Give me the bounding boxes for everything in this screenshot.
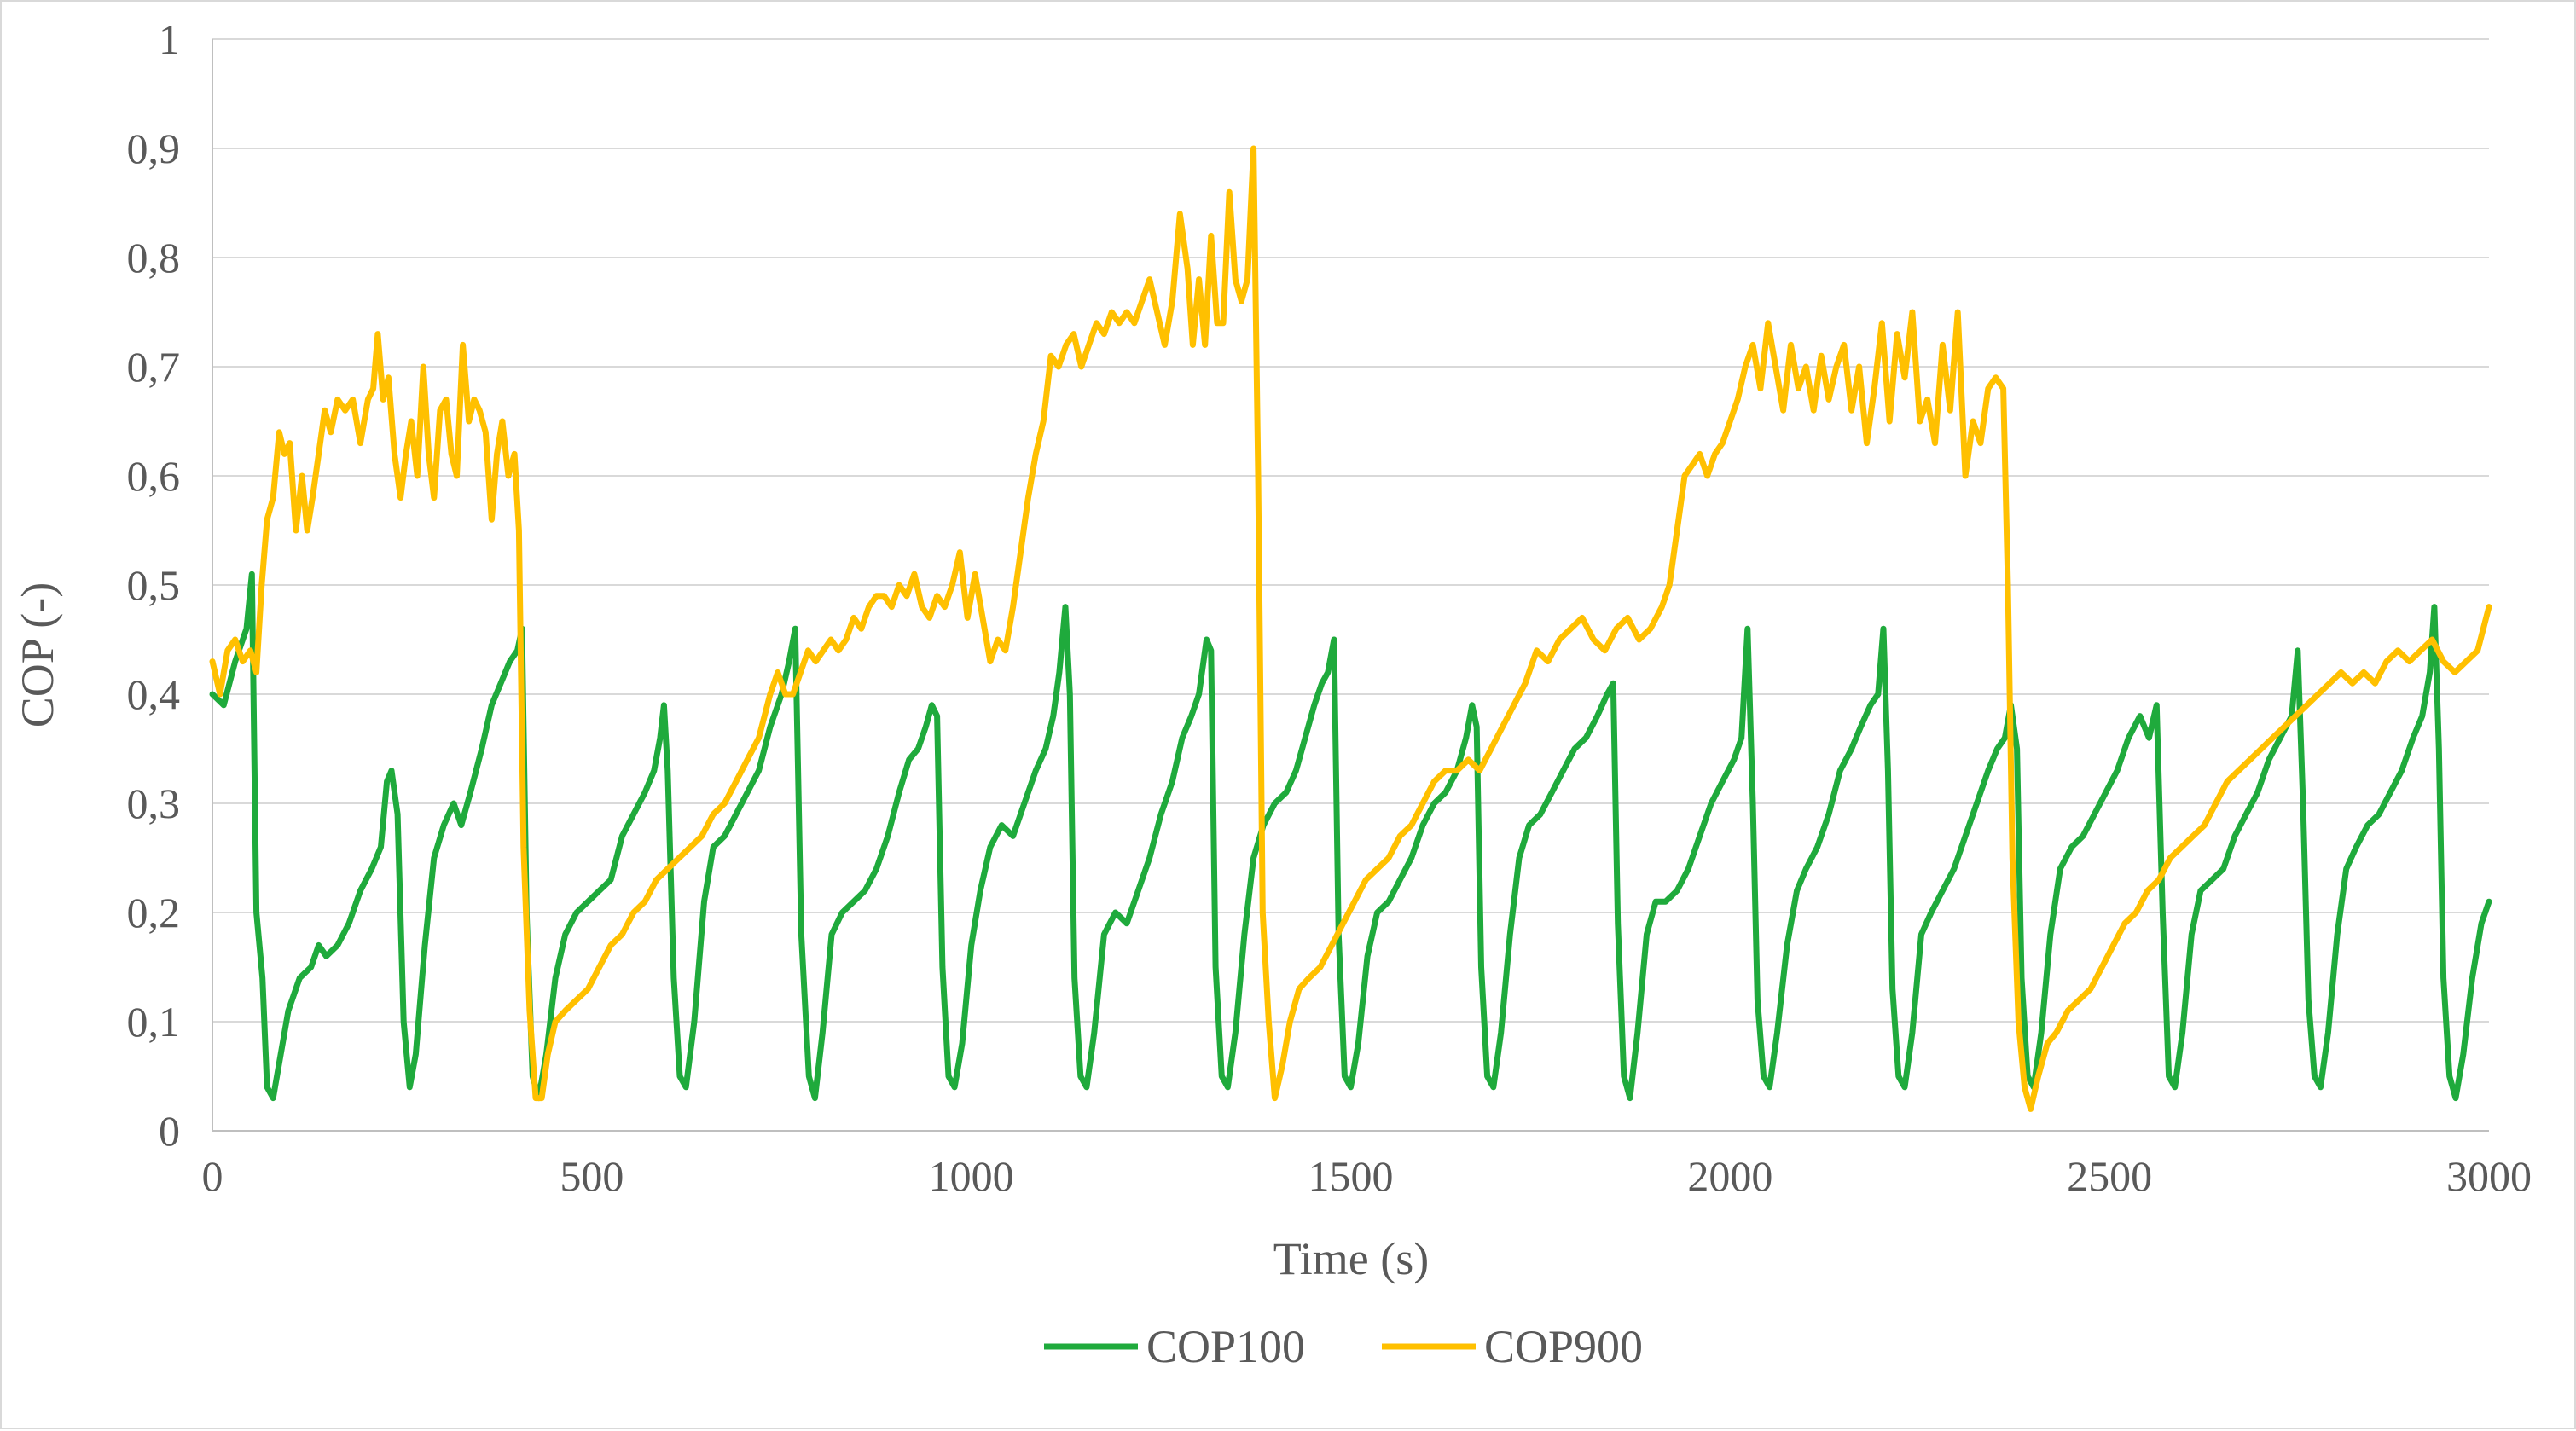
y-tick-label: 0,9 <box>127 125 181 172</box>
series-lines <box>209 145 2492 1112</box>
series-line-cop900 <box>209 145 2492 1112</box>
axes <box>212 39 2489 1132</box>
legend-label-cop900: COP900 <box>1484 1321 1643 1372</box>
y-tick-label: 0,3 <box>127 779 181 827</box>
x-tick-labels: 0 500 1000 1500 2000 2500 3000 <box>202 1152 2532 1200</box>
x-tick-label: 2500 <box>2067 1152 2152 1200</box>
y-tick-label: 0,4 <box>127 670 181 718</box>
y-tick-label: 1 <box>159 15 180 63</box>
y-tick-label: 0,2 <box>127 889 181 936</box>
y-tick-labels: 0 0,1 0,2 0,3 0,4 0,5 0,6 0,7 0,8 0,9 1 <box>127 15 181 1155</box>
y-tick-label: 0,8 <box>127 234 181 281</box>
y-tick-label: 0,5 <box>127 561 181 609</box>
x-tick-label: 0 <box>202 1152 223 1200</box>
gridlines <box>212 38 2489 1023</box>
x-tick-label: 1000 <box>929 1152 1014 1200</box>
x-tick-label: 3000 <box>2446 1152 2532 1200</box>
y-tick-label: 0,1 <box>127 998 181 1046</box>
x-tick-label: 1500 <box>1308 1152 1394 1200</box>
x-tick-label: 2000 <box>1687 1152 1772 1200</box>
series-line-cop100 <box>209 571 2492 1102</box>
y-axis-title: COP (-) <box>12 582 63 728</box>
y-tick-label: 0 <box>159 1107 180 1155</box>
y-tick-label: 0,7 <box>127 343 181 391</box>
legend-label-cop100: COP100 <box>1146 1321 1305 1372</box>
x-tick-label: 500 <box>560 1152 624 1200</box>
legend: COP100 COP900 <box>1044 1321 1643 1372</box>
x-axis-title: Time (s) <box>1273 1233 1430 1284</box>
y-tick-label: 0,6 <box>127 452 181 500</box>
